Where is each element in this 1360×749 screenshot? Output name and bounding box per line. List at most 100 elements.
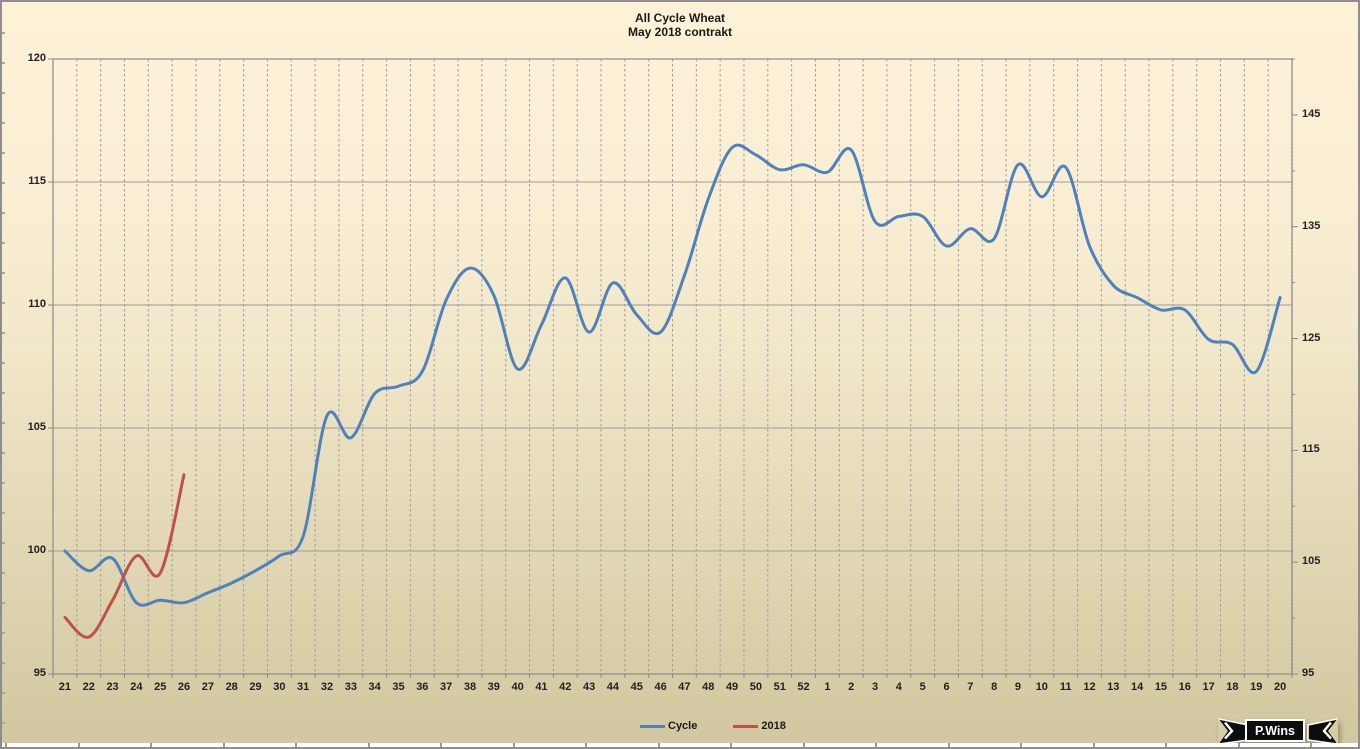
x-axis-label: 42 (559, 681, 572, 693)
left-edge-cell-mark (2, 602, 5, 604)
bottom-edge-cell-mark (947, 743, 950, 747)
series-line-2018 (63, 473, 186, 639)
legend: Cycle 2018 (640, 720, 786, 732)
bottom-edge-cell-mark (1092, 743, 1095, 747)
bottom-edge-cell-mark (657, 743, 660, 747)
left-axis-label: 95 (33, 667, 46, 679)
x-axis-label: 24 (130, 681, 143, 693)
x-axis-label: 37 (440, 681, 453, 693)
x-axis-label: 40 (511, 681, 524, 693)
x-axis-label: 44 (606, 681, 620, 693)
pwins-ribbon-badge: P.Wins (1218, 718, 1338, 745)
x-axis-label: 35 (392, 681, 405, 693)
x-axis-label: 8 (991, 681, 998, 693)
legend-label-cycle: Cycle (668, 720, 698, 732)
x-axis-label: 18 (1226, 681, 1239, 693)
left-edge-cell-mark (2, 272, 5, 274)
x-axis-label: 3 (871, 681, 879, 693)
left-axis-label: 120 (27, 52, 46, 64)
series-2018-line-swatch (733, 724, 759, 728)
bottom-edge-cell-mark (295, 743, 297, 747)
x-axis-label: 34 (368, 681, 381, 693)
left-edge-cell-mark (2, 452, 5, 454)
legend-label-2018: 2018 (761, 720, 786, 732)
ribbon-right-chevron (1322, 721, 1332, 740)
right-axis-label: 145 (1302, 107, 1321, 120)
x-axis-label: 26 (177, 681, 191, 693)
left-edge-cell-mark (2, 182, 5, 184)
x-axis-label: 50 (749, 681, 763, 693)
bottom-edge-cell-mark (367, 743, 370, 747)
left-edge-cell-mark (2, 152, 5, 154)
left-edge-cell-mark (2, 392, 5, 394)
x-axis-label: 16 (1178, 681, 1191, 693)
legend-item-2018: 2018 (733, 720, 786, 732)
bottom-edge-cell-mark (512, 743, 515, 747)
x-axis-label: 33 (344, 681, 357, 693)
right-axis-label: 105 (1302, 555, 1321, 568)
x-axis-label: 22 (82, 681, 95, 693)
x-axis-label: 21 (58, 681, 72, 693)
x-axis-label: 5 (919, 681, 926, 693)
bottom-edge-cell-mark (802, 743, 805, 747)
series-line-cycle (63, 143, 1282, 607)
chart-title: All Cycle Wheat May 2018 contrakt (2, 11, 1358, 39)
x-axis-label: 30 (273, 681, 286, 693)
x-axis-label: 32 (320, 681, 334, 693)
bottom-edge-cell-mark (585, 743, 587, 747)
x-axis-label: 45 (630, 681, 643, 693)
x-axis-label: 41 (535, 681, 548, 693)
bottom-edge-cell-mark (77, 743, 80, 747)
x-axis-label: 28 (225, 681, 238, 693)
left-edge-cell-mark (2, 722, 5, 724)
left-edge-cell-mark (2, 242, 5, 244)
x-axis-label: 38 (463, 681, 477, 693)
left-edge-cell-mark (2, 362, 5, 364)
x-axis-label: 43 (582, 681, 596, 693)
bottom-edge-cell-mark (150, 743, 152, 747)
chart-title-line1: All Cycle Wheat (634, 11, 726, 25)
bottom-edge-cell-mark (875, 743, 877, 747)
left-edge-cell-mark (2, 302, 5, 304)
x-axis-label: 4 (895, 681, 902, 693)
right-axis-label: 95 (1302, 667, 1315, 679)
left-axis-label: 100 (27, 544, 46, 556)
left-edge-cell-mark (2, 422, 5, 424)
x-axis-label: 47 (678, 681, 691, 693)
x-axis-label: 6 (943, 681, 950, 693)
x-axis-label: 1 (824, 681, 831, 693)
x-axis-label: 46 (654, 681, 667, 693)
x-axis-label: 52 (797, 681, 810, 693)
x-axis-label: 49 (725, 681, 739, 693)
x-axis-label: 7 (967, 681, 974, 693)
right-axis-label: 135 (1302, 219, 1321, 232)
x-axis-label: 19 (1250, 681, 1263, 693)
right-axis-label: 125 (1302, 331, 1321, 344)
left-axis-label: 110 (28, 298, 46, 310)
bottom-edge-cell-mark (1310, 743, 1312, 747)
x-axis-label: 17 (1202, 681, 1215, 693)
x-axis-label: 23 (106, 681, 119, 693)
x-axis-label: 2 (848, 681, 855, 693)
x-axis-label: 51 (773, 681, 786, 693)
x-axis-label: 10 (1035, 681, 1048, 693)
x-axis-label: 27 (201, 681, 214, 693)
right-axis-label: 115 (1302, 443, 1320, 456)
x-axis-label: 20 (1273, 681, 1287, 693)
left-edge-cell-mark (2, 62, 5, 64)
ribbon-right-notch (1328, 718, 1338, 745)
x-axis-label: 36 (416, 681, 429, 693)
bottom-edge-cell-mark (730, 743, 732, 747)
left-edge-cell-mark (2, 92, 5, 94)
ribbon-left-notch (1218, 718, 1228, 745)
x-axis-label: 48 (702, 681, 715, 693)
ribbon-center-plate (1245, 719, 1305, 742)
x-axis-label: 9 (1014, 681, 1022, 693)
bottom-edge-strip (2, 743, 1358, 747)
bottom-edge-cell-mark (1237, 743, 1240, 747)
x-axis-label: 15 (1154, 681, 1168, 693)
left-edge-cell-mark (2, 692, 5, 694)
left-edge-cell-mark (2, 482, 5, 484)
bottom-edge-cell-mark (1165, 743, 1167, 747)
